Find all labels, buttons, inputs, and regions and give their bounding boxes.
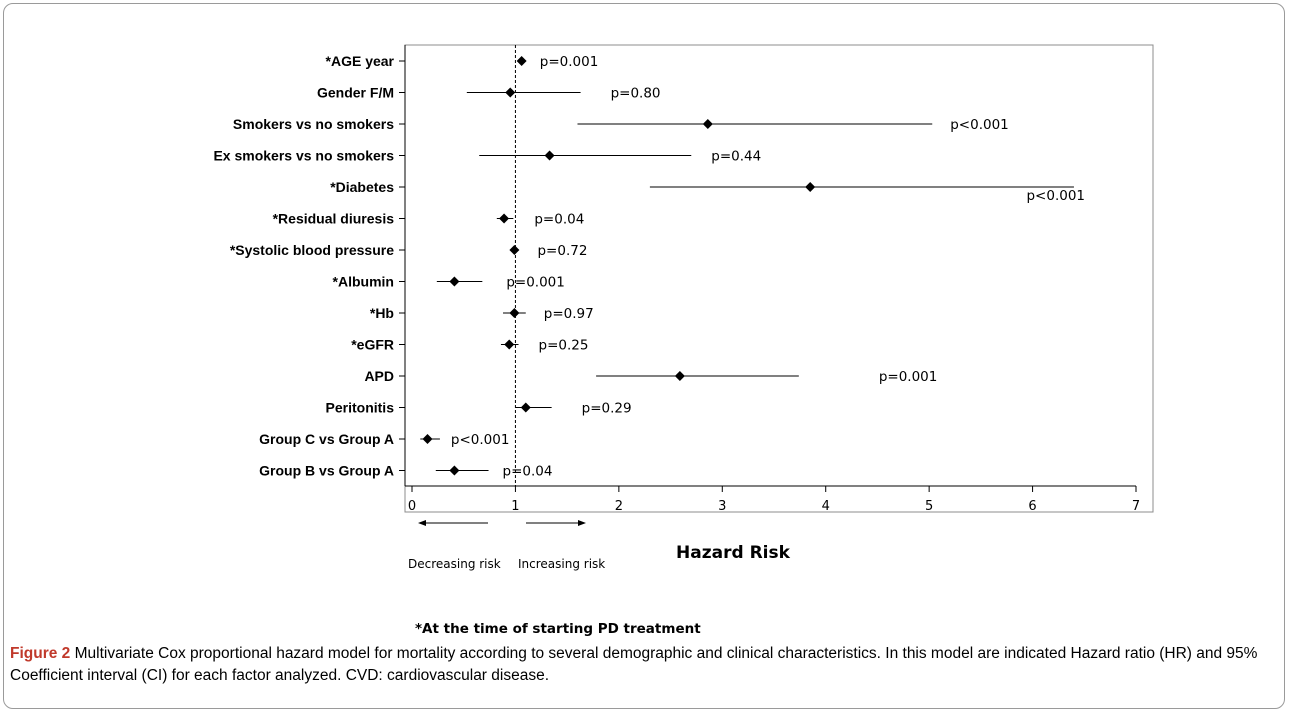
row-label: Gender F/M [317,85,394,101]
figure-frame [3,3,1285,709]
forest-plot: 0 1 2 3 4 5 6 7 *AGE year p=0.001 Gender F/M p=0.8… [213,44,1154,637]
x-tick-label: 5 [925,499,933,514]
hr-marker [520,402,531,413]
row-label: Ex smokers vs no smokers [213,148,394,164]
x-tick-label: 2 [615,499,623,514]
caption-text: Multivariate Cox proportional hazard mod… [10,645,1258,684]
hr-marker [449,276,460,287]
hr-marker [422,434,433,444]
x-tick-label: 6 [1028,499,1036,514]
x-tick-label: 7 [1132,499,1140,514]
row-label: *Albumin [333,274,394,290]
hr-marker [674,371,685,381]
p-value-label: p=0.72 [537,243,587,259]
p-value-label: p=0.001 [506,275,565,291]
hr-marker [505,87,516,98]
hr-marker [702,119,713,129]
row-label: *Hb [370,305,394,321]
x-tick-label: 1 [511,499,519,514]
x-tick-label: 4 [822,499,830,514]
hr-marker [449,465,460,476]
p-value-label: p=0.97 [544,306,594,322]
row-label: *Diabetes [330,179,394,195]
row-label: APD [364,368,394,384]
hr-marker [509,245,520,255]
p-value-label: p<0.001 [950,117,1009,133]
figure-caption: Figure 2 Multivariate Cox proportional h… [10,643,1275,687]
hr-marker [516,56,527,66]
row-label: Peritonitis [326,400,395,416]
x-tick-label: 3 [718,499,726,514]
p-value-label: p=0.001 [540,54,599,70]
hr-marker [544,150,555,161]
row-label: Smokers vs no smokers [233,116,394,132]
row-label: Group B vs Group A [259,463,394,479]
forest-rows: *AGE year p=0.001 Gender F/M p=0.80 Smokers … [213,53,1085,480]
p-value-label: p=0.44 [711,149,761,165]
p-value-label: p<0.001 [451,432,510,448]
hr-marker [499,213,510,224]
decreasing-risk-arrowhead [418,520,426,526]
increasing-risk-arrowhead [578,520,586,526]
figure-label: Figure 2 [10,645,71,662]
p-value-label: p=0.04 [503,464,553,480]
row-label: *eGFR [351,337,394,353]
row-label: *AGE year [326,53,395,69]
p-value-label: p=0.25 [539,338,589,354]
footnote: *At the time of starting PD treatment [415,621,701,637]
p-value-label: p=0.04 [534,212,584,228]
increasing-risk-label: Increasing risk [518,557,605,571]
axis-ticks: 0 1 2 3 4 5 6 7 [408,486,1140,514]
p-value-label: p<0.001 [1026,188,1085,204]
p-value-label: p=0.29 [582,401,632,417]
hr-marker [504,339,515,350]
row-label: Group C vs Group A [259,431,394,447]
row-label: *Residual diuresis [273,211,395,227]
hr-marker [805,182,816,192]
decreasing-risk-label: Decreasing risk [408,557,501,571]
x-axis-title: Hazard Risk [676,543,791,563]
row-label: *Systolic blood pressure [230,242,394,258]
p-value-label: p=0.80 [611,86,661,102]
hr-marker [509,308,520,318]
p-value-label: p=0.001 [879,369,938,385]
x-tick-label: 0 [408,499,416,514]
